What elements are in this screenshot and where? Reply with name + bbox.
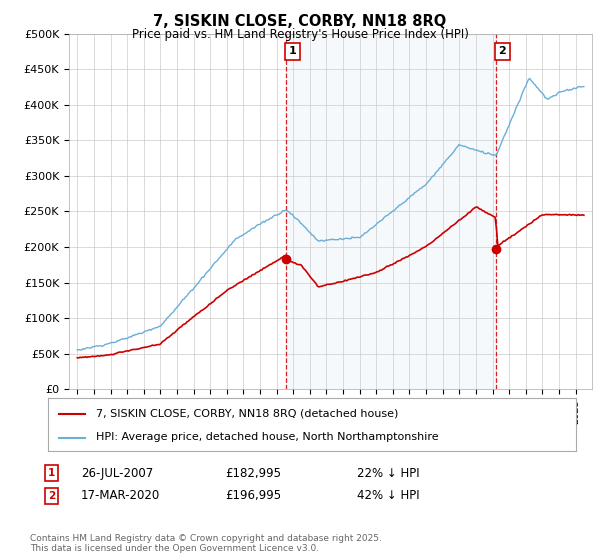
Text: 26-JUL-2007: 26-JUL-2007 [81, 466, 153, 480]
Text: HPI: Average price, detached house, North Northamptonshire: HPI: Average price, detached house, Nort… [95, 432, 438, 442]
Bar [286, 34, 496, 389]
Text: 1: 1 [48, 468, 55, 478]
Text: 7, SISKIN CLOSE, CORBY, NN18 8RQ (detached house): 7, SISKIN CLOSE, CORBY, NN18 8RQ (detach… [95, 409, 398, 418]
Text: 1: 1 [289, 46, 296, 57]
Text: 17-MAR-2020: 17-MAR-2020 [81, 489, 160, 502]
Text: 22% ↓ HPI: 22% ↓ HPI [357, 466, 419, 480]
Text: Contains HM Land Registry data © Crown copyright and database right 2025.
This d: Contains HM Land Registry data © Crown c… [30, 534, 382, 553]
Text: 42% ↓ HPI: 42% ↓ HPI [357, 489, 419, 502]
Text: 7, SISKIN CLOSE, CORBY, NN18 8RQ: 7, SISKIN CLOSE, CORBY, NN18 8RQ [154, 14, 446, 29]
Text: 2: 2 [48, 491, 55, 501]
Text: 2: 2 [499, 46, 506, 57]
Text: Price paid vs. HM Land Registry's House Price Index (HPI): Price paid vs. HM Land Registry's House … [131, 28, 469, 41]
Text: £196,995: £196,995 [225, 489, 281, 502]
Text: £182,995: £182,995 [225, 466, 281, 480]
